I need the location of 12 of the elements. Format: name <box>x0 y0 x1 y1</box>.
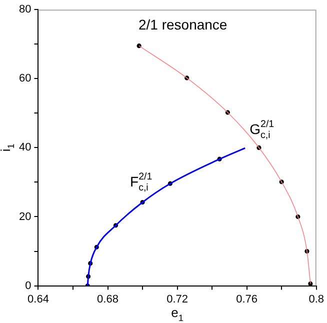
y-tick-label: 40 <box>18 142 32 154</box>
y-tick-label: 20 <box>18 210 32 223</box>
x-tick-label: 0.68 <box>97 293 118 306</box>
text: 2/1 resonance <box>138 16 228 33</box>
x-tick-label: 0.64 <box>28 293 49 306</box>
y-tick-label: 0 <box>25 280 32 292</box>
y-tick-label: 80 <box>18 4 32 16</box>
y-axis-title: i1 <box>0 144 16 152</box>
y-tick-label: 60 <box>18 72 32 85</box>
x-tick-label: 0.76 <box>236 293 258 306</box>
x-tick-label: 0.8 <box>308 293 324 306</box>
x-tick-label: 0.72 <box>166 293 188 306</box>
